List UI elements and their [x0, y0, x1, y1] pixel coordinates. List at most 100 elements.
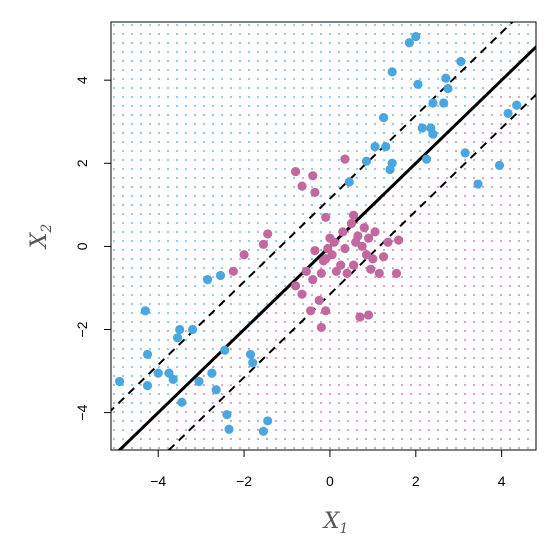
region-dot-blue	[194, 177, 196, 179]
region-dot-purple	[518, 123, 520, 125]
region-dot-purple	[464, 186, 466, 188]
region-dot-blue	[167, 294, 169, 296]
region-dot-purple	[239, 357, 241, 359]
region-dot-purple	[491, 249, 493, 251]
region-dot-blue	[365, 69, 367, 71]
region-dot-purple	[410, 222, 412, 224]
region-dot-purple	[518, 447, 520, 449]
region-dot-blue	[383, 96, 385, 98]
region-dot-purple	[275, 447, 277, 449]
region-dot-purple	[257, 402, 259, 404]
region-dot-blue	[446, 96, 448, 98]
region-dot-purple	[311, 267, 313, 269]
region-dot-purple	[320, 402, 322, 404]
region-dot-blue	[113, 384, 115, 386]
region-dot-blue	[131, 69, 133, 71]
region-dot-purple	[383, 411, 385, 413]
region-dot-purple	[473, 231, 475, 233]
region-dot-purple	[527, 213, 529, 215]
region-dot-purple	[338, 429, 340, 431]
region-dot-blue	[185, 303, 187, 305]
region-dot-purple	[257, 330, 259, 332]
region-dot-purple	[149, 438, 151, 440]
region-dot-purple	[437, 366, 439, 368]
region-dot-purple	[482, 222, 484, 224]
region-dot-blue	[230, 33, 232, 35]
region-dot-purple	[140, 447, 142, 449]
region-dot-blue	[185, 105, 187, 107]
region-dot-blue	[131, 411, 133, 413]
region-dot-blue	[158, 249, 160, 251]
region-dot-purple	[491, 231, 493, 233]
region-dot-purple	[248, 402, 250, 404]
region-dot-purple	[527, 123, 529, 125]
region-dot-blue	[194, 312, 196, 314]
region-dot-purple	[446, 186, 448, 188]
data-points	[114, 31, 522, 436]
region-dot-purple	[293, 321, 295, 323]
region-dot-purple	[464, 294, 466, 296]
region-dot-blue	[383, 60, 385, 62]
region-dot-blue	[176, 24, 178, 26]
region-dot-blue	[194, 231, 196, 233]
region-dot-blue	[149, 123, 151, 125]
region-dot-blue	[167, 231, 169, 233]
region-dot-purple	[527, 312, 529, 314]
region-dot-blue	[149, 42, 151, 44]
region-dot-blue	[131, 78, 133, 80]
region-dot-purple	[428, 420, 430, 422]
region-dot-blue	[185, 150, 187, 152]
region-dot-purple	[518, 168, 520, 170]
region-dot-purple	[455, 366, 457, 368]
region-dot-blue	[167, 78, 169, 80]
region-dot-blue	[419, 51, 421, 53]
region-dot-purple	[500, 222, 502, 224]
y-tick-label: −2	[74, 321, 90, 337]
data-point-purple	[379, 252, 389, 262]
region-dot-purple	[419, 285, 421, 287]
data-point-purple	[355, 312, 365, 322]
region-dot-purple	[302, 366, 304, 368]
data-point-purple	[314, 295, 324, 306]
region-dot-blue	[275, 123, 277, 125]
region-dot-blue	[437, 42, 439, 44]
region-dot-purple	[392, 384, 394, 386]
region-dot-blue	[356, 204, 358, 206]
region-dot-blue	[284, 33, 286, 35]
region-dot-blue	[464, 87, 466, 89]
region-dot-purple	[509, 348, 511, 350]
region-dot-blue	[212, 213, 214, 215]
region-dot-blue	[203, 249, 205, 251]
region-dot-blue	[347, 132, 349, 134]
region-dot-blue	[401, 69, 403, 71]
region-dot-blue	[401, 150, 403, 152]
region-dot-purple	[464, 132, 466, 134]
region-dot-purple	[383, 276, 385, 278]
region-dot-purple	[446, 339, 448, 341]
region-dot-purple	[527, 321, 529, 323]
region-dot-purple	[464, 339, 466, 341]
region-dot-purple	[392, 204, 394, 206]
region-dot-blue	[347, 96, 349, 98]
region-dot-blue	[158, 285, 160, 287]
region-dot-blue	[185, 258, 187, 260]
region-dot-purple	[437, 159, 439, 161]
region-dot-blue	[329, 195, 331, 197]
region-dot-purple	[365, 429, 367, 431]
region-dot-blue	[140, 411, 142, 413]
region-dot-purple	[419, 195, 421, 197]
region-dot-blue	[212, 168, 214, 170]
region-dot-purple	[167, 438, 169, 440]
region-dot-purple	[374, 375, 376, 377]
region-dot-purple	[338, 411, 340, 413]
region-dot-blue	[212, 33, 214, 35]
region-dot-blue	[302, 204, 304, 206]
region-dot-blue	[113, 114, 115, 116]
region-dot-purple	[401, 267, 403, 269]
region-dot-blue	[392, 141, 394, 143]
region-dot-blue	[293, 78, 295, 80]
region-dot-blue	[527, 33, 529, 35]
region-dot-purple	[365, 276, 367, 278]
region-dot-purple	[527, 348, 529, 350]
region-dot-purple	[464, 348, 466, 350]
